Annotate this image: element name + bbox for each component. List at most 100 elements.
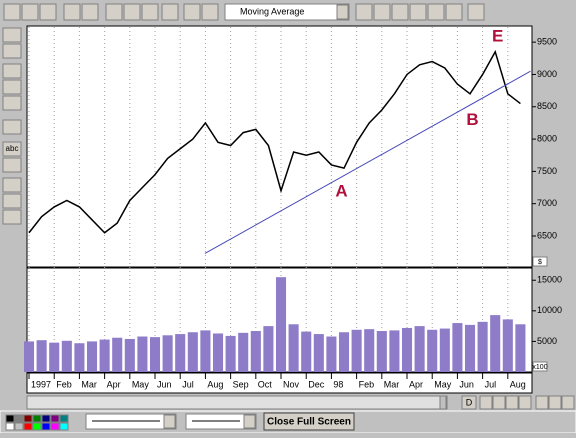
volume-bar (427, 329, 438, 372)
vline-tool[interactable] (2, 95, 22, 111)
x-tick-label: Aug (207, 379, 223, 389)
volume-bar (502, 319, 513, 372)
x-tick-label: Jul (182, 379, 194, 389)
volume-bar (238, 332, 249, 372)
volume-bar (477, 321, 488, 372)
swatch[interactable] (14, 414, 24, 423)
new-button[interactable] (3, 3, 21, 21)
dropdown-arrow[interactable] (163, 414, 176, 429)
scroll-button[interactable] (461, 395, 477, 410)
y-tick-label: 8000 (537, 133, 557, 143)
copy-button[interactable] (123, 3, 141, 21)
cycle-tool[interactable] (2, 119, 22, 135)
volume-bar (61, 340, 72, 372)
x-tick-label: Apr (409, 379, 423, 389)
x-tick-label: 98 (333, 379, 343, 389)
trendline-tool[interactable] (2, 63, 22, 79)
color-palette (5, 414, 69, 431)
volume-bar (464, 324, 476, 372)
volume-bar (74, 343, 85, 372)
swatch[interactable] (14, 422, 24, 431)
scroll-left[interactable] (535, 395, 549, 410)
lock-button[interactable] (355, 3, 373, 21)
pointer-tool[interactable] (2, 27, 22, 43)
scrollbar-thumb[interactable] (439, 395, 447, 410)
volume-bar (86, 341, 98, 372)
units-label: $ (538, 259, 542, 266)
paste-button[interactable] (141, 3, 159, 21)
swatch[interactable] (50, 422, 60, 431)
print-button[interactable] (63, 3, 81, 21)
close-full-screen-button[interactable] (263, 412, 355, 431)
date-axis (26, 372, 533, 394)
swatch[interactable] (50, 414, 60, 423)
volume-bar (250, 331, 261, 372)
x-tick-label: Oct (258, 379, 273, 389)
crosshair-button[interactable] (183, 3, 201, 21)
volume-bar (263, 326, 274, 372)
grid-tool[interactable] (2, 157, 22, 173)
zoom-out[interactable] (492, 395, 506, 410)
cross-tool[interactable] (2, 43, 22, 59)
volume-bar (313, 334, 324, 372)
find-button[interactable] (445, 3, 463, 21)
volume-bar (112, 337, 123, 372)
expert-button[interactable] (409, 3, 427, 21)
hline-tool[interactable] (2, 79, 22, 95)
volume-bar (225, 335, 236, 372)
dollar-button[interactable] (427, 3, 445, 21)
swatch[interactable] (5, 422, 15, 431)
y-tick-label: 6500 (537, 230, 557, 240)
triangle-tool[interactable] (2, 209, 22, 225)
swatch[interactable] (5, 414, 15, 423)
swatch[interactable] (59, 422, 69, 431)
scrollbar-track[interactable] (26, 395, 448, 410)
swatch[interactable] (23, 422, 33, 431)
volume-bar (301, 331, 312, 372)
x-tick-label: Apr (107, 379, 121, 389)
indicator-dropdown[interactable] (224, 3, 350, 21)
volume-bar (149, 337, 161, 372)
zoom-fit[interactable] (518, 395, 532, 410)
units-box (532, 361, 548, 372)
formula-button[interactable] (391, 3, 409, 21)
swatch[interactable] (32, 414, 42, 423)
volume-bar (389, 330, 400, 372)
volume-bar (49, 342, 60, 372)
volume-bar (452, 323, 463, 372)
x-tick-label: Mar (81, 379, 97, 389)
ellipse-tool[interactable] (2, 177, 22, 193)
text-tool[interactable] (2, 141, 22, 157)
annotation: B (466, 110, 478, 129)
scroll-right[interactable] (548, 395, 562, 410)
tool-button[interactable] (373, 3, 391, 21)
swatch[interactable] (59, 414, 69, 423)
rect-tool[interactable] (2, 193, 22, 209)
volume-bar (275, 277, 287, 372)
swatch[interactable] (23, 414, 33, 423)
scroll-end[interactable] (561, 395, 575, 410)
zoom-button[interactable] (201, 3, 219, 21)
volume-bar (376, 331, 387, 372)
x-tick-label: Nov (283, 379, 300, 389)
x-tick-label: Dec (308, 379, 325, 389)
preview-button[interactable] (81, 3, 99, 21)
undo-button[interactable] (161, 3, 179, 21)
swatch[interactable] (41, 414, 51, 423)
zoom-reset[interactable] (505, 395, 519, 410)
zoom-in[interactable] (479, 395, 493, 410)
help-button[interactable] (467, 3, 485, 21)
volume-bar (23, 341, 35, 372)
open-button[interactable] (21, 3, 39, 21)
swatch[interactable] (32, 422, 42, 431)
x-tick-label: Aug (510, 379, 526, 389)
dropdown-arrow[interactable] (243, 414, 256, 429)
trendline (204, 70, 531, 254)
swatch[interactable] (41, 422, 51, 431)
dropdown-arrow[interactable] (336, 4, 349, 20)
cut-button[interactable] (105, 3, 123, 21)
save-button[interactable] (39, 3, 57, 21)
close-full-screen-label: Close Full Screen (267, 417, 351, 428)
volume-bar (175, 334, 186, 372)
volume-bar (200, 330, 211, 372)
